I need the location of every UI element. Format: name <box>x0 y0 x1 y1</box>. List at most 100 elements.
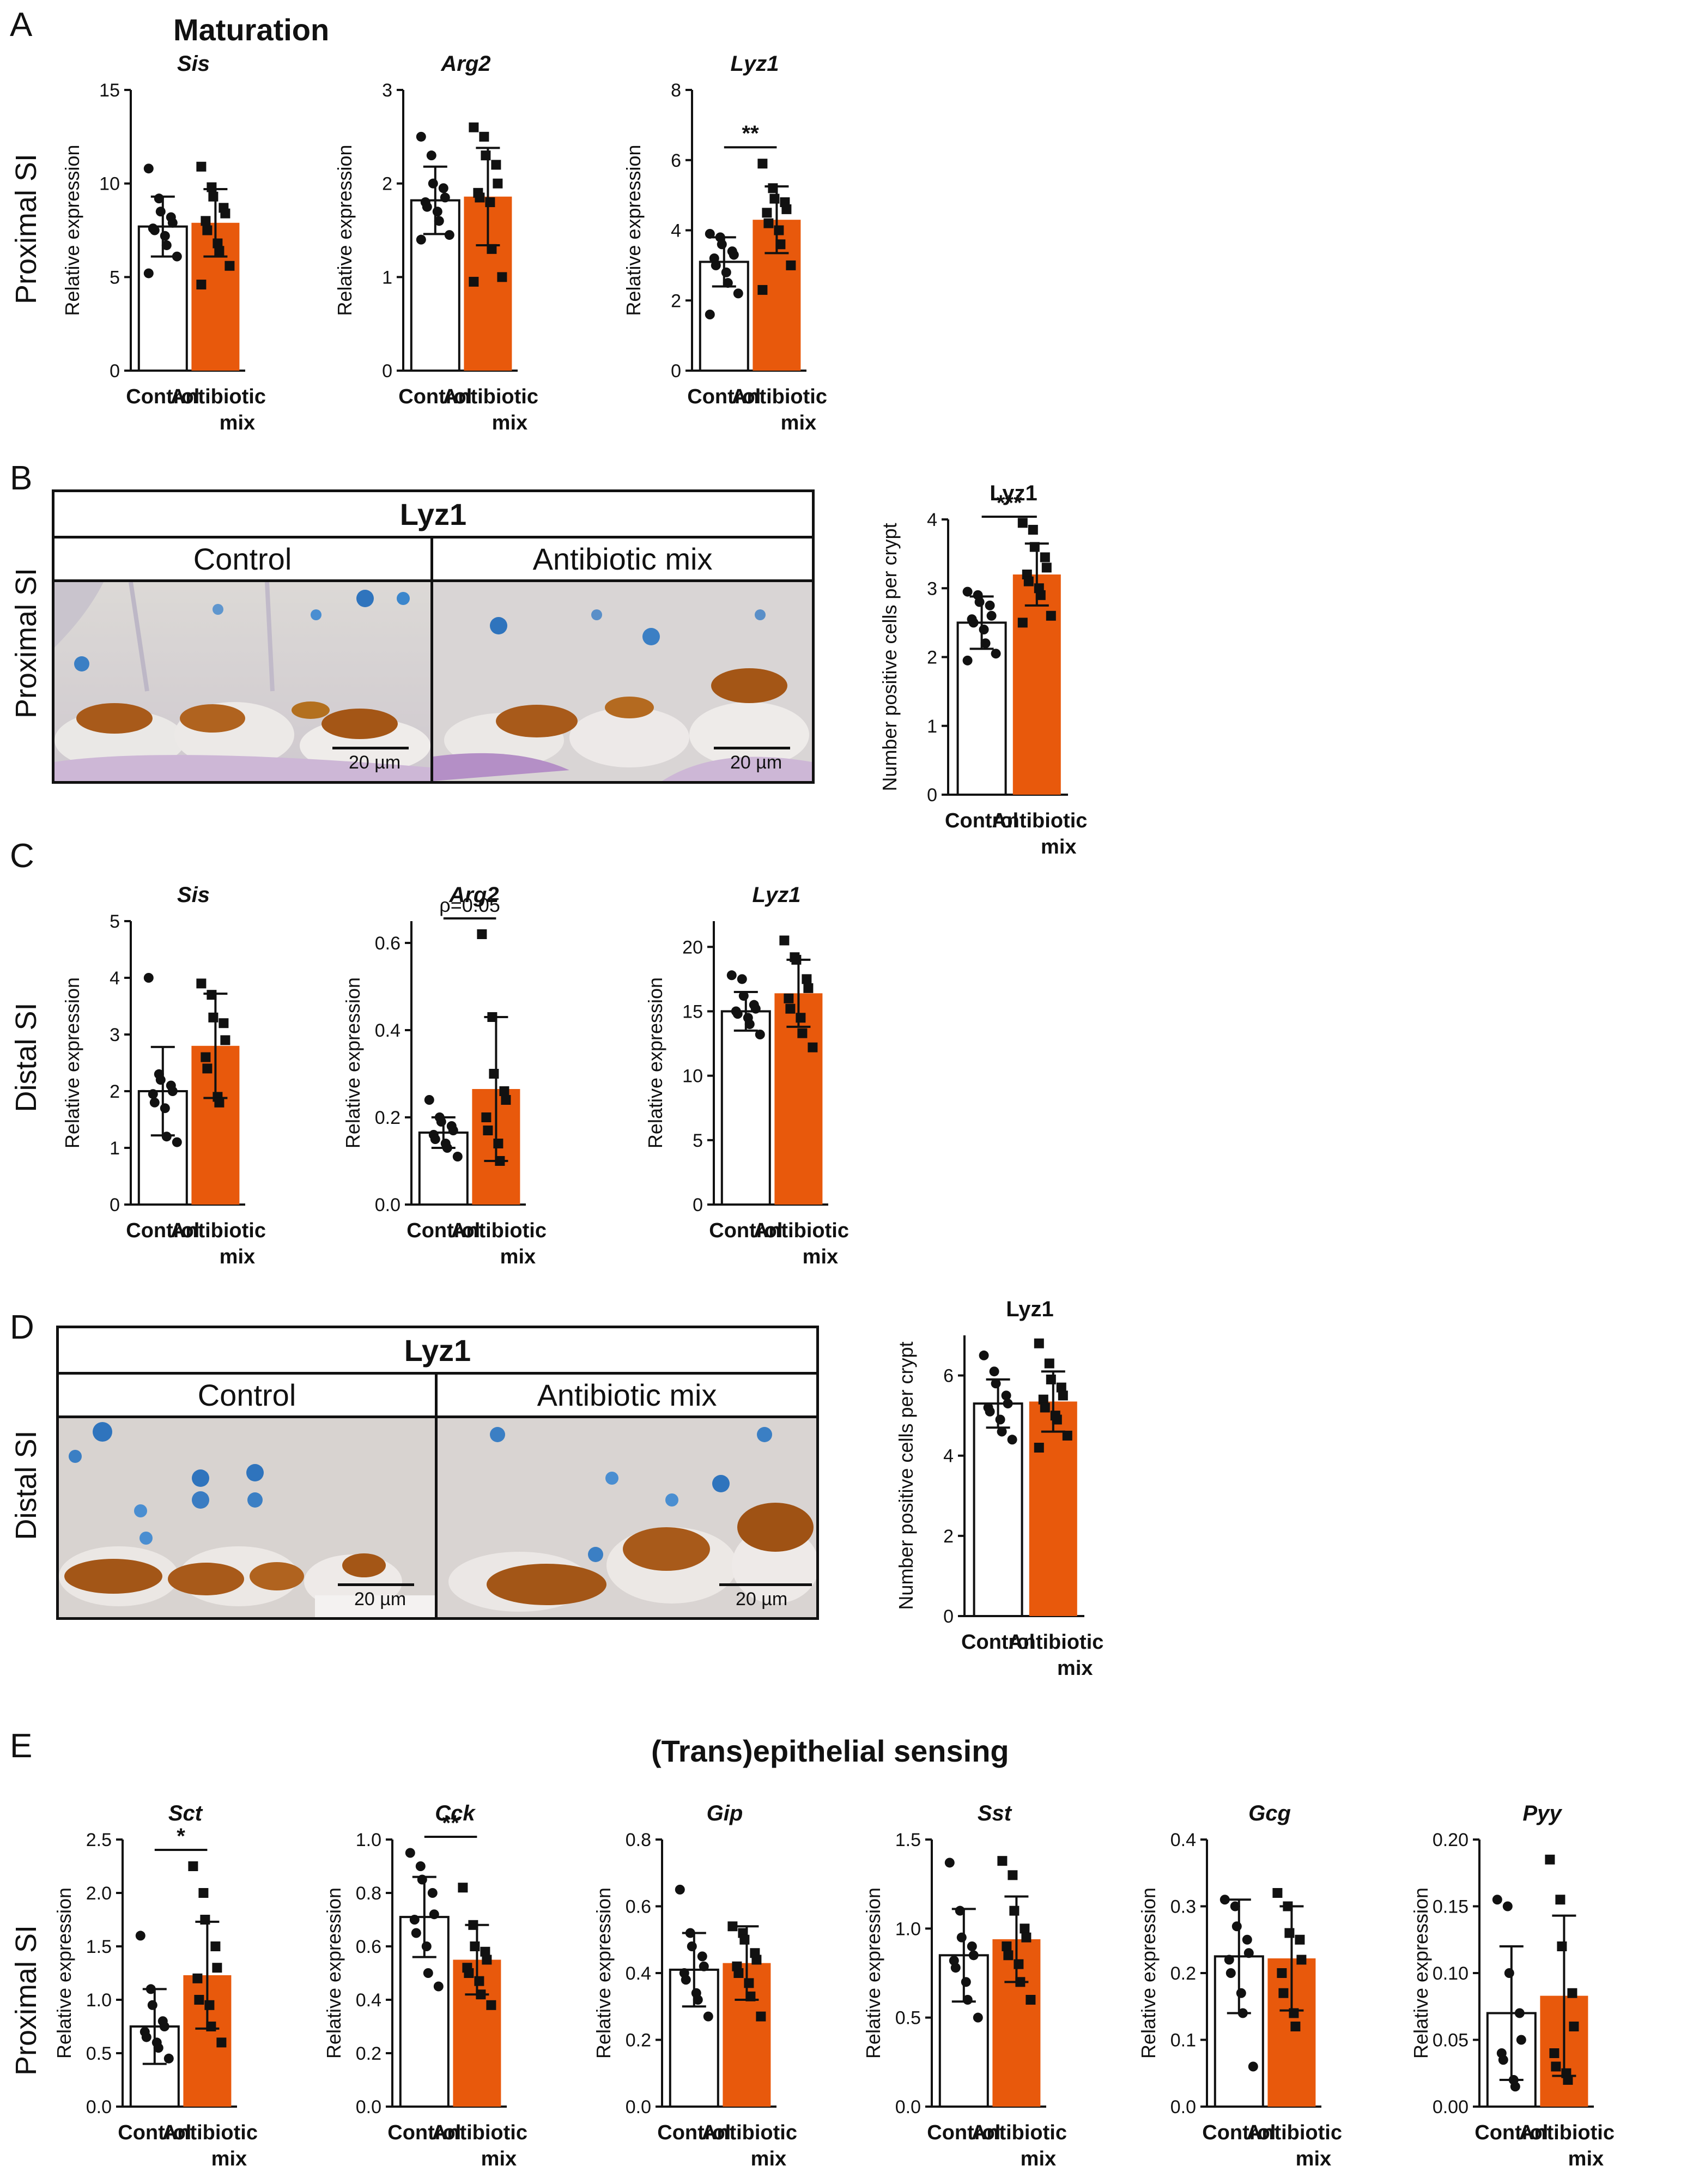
data-point-antibiotic <box>497 272 507 282</box>
data-point-antibiotic <box>481 1112 492 1122</box>
data-point-antibiotic <box>1017 518 1028 528</box>
data-point-control <box>723 278 733 288</box>
x-category-label: Antibiotic <box>432 2121 527 2144</box>
data-point-control <box>167 217 178 228</box>
data-point-antibiotic <box>486 2000 496 2010</box>
data-point-antibiotic <box>1545 1854 1555 1865</box>
chart-e-gip: Gip 0.0 0.2 0.4 0.6 0.8 Relative expression Con… <box>592 1801 797 2170</box>
x-category-label-line2: mix <box>1568 2147 1604 2170</box>
panel-d-treated-micrograph <box>435 1415 819 1620</box>
y-tick-label: 6 <box>671 150 681 171</box>
data-point-antibiotic <box>210 1941 221 1951</box>
data-point-control <box>985 1406 995 1417</box>
data-point-control <box>962 655 973 666</box>
significance-label: *** <box>997 491 1022 515</box>
data-point-antibiotic <box>803 983 814 993</box>
y-tick-label: 1.5 <box>86 1937 112 1957</box>
data-point-control <box>430 1134 440 1144</box>
y-tick-label: 2 <box>927 648 937 668</box>
data-point-control <box>155 207 166 217</box>
data-point-control <box>962 1995 973 2005</box>
data-point-antibiotic <box>1034 1443 1044 1453</box>
data-point-control <box>160 1103 170 1114</box>
data-point-antibiotic <box>1062 1430 1072 1441</box>
data-point-control <box>448 1126 458 1135</box>
y-tick-label: 0.15 <box>1433 1897 1469 1917</box>
y-tick-label: 0.2 <box>375 1108 401 1128</box>
data-point-antibiotic <box>1003 1950 1014 1961</box>
y-tick-label: 0.20 <box>1433 1830 1469 1850</box>
y-tick-label: 10 <box>682 1066 703 1087</box>
data-point-control <box>985 600 995 610</box>
data-point-antibiotic <box>493 1139 503 1148</box>
data-point-antibiotic <box>1056 1382 1066 1393</box>
data-point-antibiotic <box>1284 1928 1295 1938</box>
data-point-antibiotic <box>756 2011 766 2022</box>
x-category-label: Antibiotic <box>1008 1631 1103 1654</box>
data-point-antibiotic <box>491 160 501 170</box>
y-axis-label: Relative expression <box>592 1887 615 2059</box>
data-point-antibiotic <box>464 1968 474 1978</box>
data-point-antibiotic <box>202 225 213 235</box>
data-point-antibiotic <box>1009 1905 1020 1916</box>
y-tick-label: 2.5 <box>86 1830 112 1850</box>
data-point-control <box>755 1030 765 1039</box>
chart-e-gcg: Gcg 0.0 0.1 0.2 0.3 0.4 Relative expression Con… <box>1137 1801 1342 2170</box>
data-point-antibiotic <box>1046 610 1056 621</box>
y-axis-label: Relative expression <box>862 1887 884 2059</box>
data-point-antibiotic <box>1002 1941 1012 1951</box>
chart-a-sis: Sis 0 5 10 15 Relative expression ControlAntib… <box>61 52 266 434</box>
data-point-control <box>1237 2008 1248 2018</box>
data-point-control <box>432 207 442 217</box>
panel-d-control-micrograph <box>56 1415 438 1620</box>
chart-title: Sct <box>168 1801 203 1825</box>
data-point-antibiotic <box>196 978 207 989</box>
data-point-control <box>980 638 991 649</box>
y-tick-label: 2 <box>671 291 681 311</box>
panel-letter-c: C <box>10 837 34 875</box>
chart-title: Sis <box>177 52 210 76</box>
y-tick-label: 8 <box>671 80 681 101</box>
data-point-control <box>135 1931 145 1941</box>
chart-e-cck: Cck 0.0 0.2 0.4 0.6 0.8 1.0 Relative expression… <box>323 1801 527 2170</box>
x-category-label: Control <box>945 809 1018 832</box>
data-point-antibiotic <box>757 285 768 295</box>
data-point-control <box>997 1426 1007 1437</box>
data-point-control <box>440 192 450 203</box>
data-point-antibiotic <box>207 182 217 192</box>
data-point-antibiotic <box>1569 2022 1579 2031</box>
data-point-antibiotic <box>481 150 491 161</box>
panel-e-heading: (Trans)epithelial sensing <box>651 1734 1009 1768</box>
data-point-control <box>1003 1399 1013 1409</box>
data-point-control <box>705 228 715 239</box>
data-point-antibiotic <box>1555 1895 1566 1905</box>
data-point-control <box>434 216 444 226</box>
data-point-control <box>426 150 436 161</box>
data-point-control <box>737 974 747 984</box>
y-tick-label: 4 <box>110 968 120 989</box>
x-category-label: Control <box>657 2121 731 2144</box>
data-point-antibiotic <box>202 1063 213 1074</box>
y-tick-label: 0 <box>671 361 681 382</box>
y-tick-label: 0.0 <box>1170 2097 1196 2118</box>
data-point-antibiotic <box>469 122 479 132</box>
x-category-label-line2: mix <box>803 1245 838 1268</box>
data-point-control <box>697 1951 707 1962</box>
data-point-control <box>163 2053 174 2064</box>
data-point-control <box>968 1950 979 1961</box>
y-tick-label: 0 <box>943 1606 954 1627</box>
x-category-label: Antibiotic <box>171 1219 266 1242</box>
x-category-label-line2: mix <box>1296 2147 1331 2170</box>
x-category-label: Antibiotic <box>451 1219 547 1242</box>
data-point-control <box>415 1861 426 1871</box>
y-tick-label: 1 <box>110 1138 120 1159</box>
data-point-control <box>733 288 743 299</box>
data-point-antibiotic <box>784 993 794 1003</box>
y-axis-label: Relative expression <box>53 1887 75 2059</box>
data-point-control <box>973 2012 983 2023</box>
data-point-control <box>989 1366 999 1377</box>
data-point-antibiotic <box>216 2037 227 2048</box>
y-tick-label: 0.0 <box>375 1195 401 1215</box>
data-point-antibiotic <box>1272 1888 1283 1898</box>
data-point-control <box>1504 1968 1514 1978</box>
